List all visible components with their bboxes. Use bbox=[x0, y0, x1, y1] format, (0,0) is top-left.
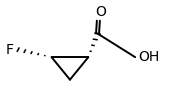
Text: O: O bbox=[95, 5, 106, 19]
Text: OH: OH bbox=[139, 50, 160, 64]
Text: F: F bbox=[6, 43, 14, 57]
